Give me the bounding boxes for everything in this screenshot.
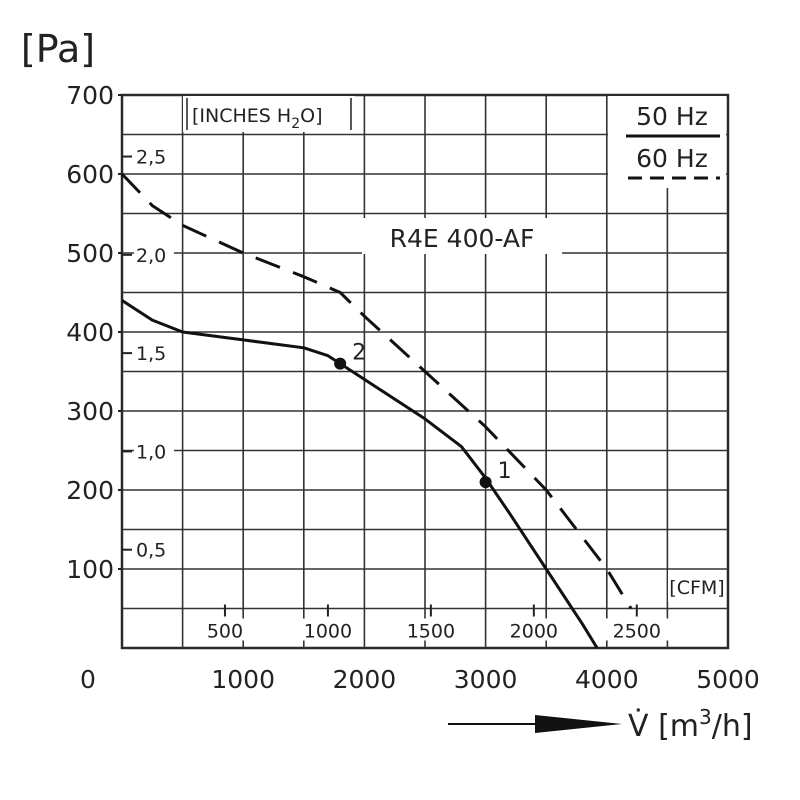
operating-point-marker	[479, 476, 492, 489]
cfm-axis-label: [CFM]	[669, 577, 724, 599]
operating-point-marker	[334, 357, 347, 370]
legend-bg	[608, 96, 726, 188]
inches-tick-label: 1,0	[136, 441, 166, 463]
legend-label-60hz: 60 Hz	[636, 144, 708, 173]
cfm-tick-bg	[293, 618, 362, 641]
cfm-tick-bg	[602, 618, 671, 641]
title-bg	[362, 218, 562, 254]
inches-tick-bg	[134, 439, 174, 462]
inches-tick-bg	[134, 341, 174, 364]
y-axis-label: [Pa]	[21, 27, 95, 71]
ticks: 100 200 300 400 500 600 700 1000 2000 3000 4000 500…	[66, 81, 760, 694]
cfm-tick-bg	[396, 618, 465, 641]
x-tick-label: 3000	[454, 665, 518, 694]
inches-label-bracket	[186, 98, 352, 130]
curves: 12	[120, 172, 633, 649]
cfm-tick-label: 500	[207, 621, 243, 643]
operating-point-label: 1	[498, 459, 512, 484]
cfm-tick-bg	[499, 618, 568, 641]
cfm-tick-label: 2000	[510, 621, 558, 643]
y-tick-label: 200	[66, 476, 114, 505]
y-tick-label: 400	[66, 318, 114, 347]
x-tick-label: 4000	[575, 665, 639, 694]
inches-tick-bg	[134, 242, 174, 265]
inches-label-bg	[183, 96, 355, 132]
x-axis-unit-end: /h]	[712, 709, 753, 744]
inches-tick-bg	[134, 537, 174, 560]
y-tick-label: 700	[66, 81, 114, 110]
x-axis-arrow-head	[535, 715, 622, 733]
inches-axis-label: [INCHES H2O]	[192, 105, 322, 132]
cfm-tick-label: 2500	[613, 621, 661, 643]
cfm-tick-bg	[190, 618, 259, 641]
operating-point-label: 2	[352, 341, 366, 366]
cfm-label-bg	[668, 570, 726, 602]
x-axis-unit: [m	[658, 709, 699, 744]
x-axis-label: V̇ [m3/h]	[628, 705, 753, 744]
legend-label-50hz: 50 Hz	[636, 102, 708, 131]
x-axis-symbol: V̇	[628, 709, 658, 744]
cfm-tick-label: 1000	[304, 621, 352, 643]
x-axis-unit-exp: 3	[699, 705, 712, 729]
x-tick-label: 2000	[333, 665, 397, 694]
origin-label: 0	[80, 665, 96, 694]
curve-50hz	[121, 299, 599, 649]
inches-label-end: O]	[300, 105, 322, 127]
inches-tick-label: 1,5	[136, 343, 166, 365]
cfm-tick-label: 1500	[407, 621, 455, 643]
y-tick-label: 600	[66, 160, 114, 189]
y-tick-label: 100	[66, 555, 114, 584]
chart-title: R4E 400-AF	[390, 224, 535, 253]
inches-tick-bg	[134, 144, 174, 167]
y-tick-label: 500	[66, 239, 114, 268]
x-tick-label: 5000	[696, 665, 760, 694]
inches-label-text: [INCHES H	[192, 105, 291, 127]
y-tick-label: 300	[66, 397, 114, 426]
inches-label-sub: 2	[291, 116, 300, 132]
inches-tick-label: 0,5	[136, 540, 166, 562]
inches-tick-label: 2,0	[136, 245, 166, 267]
inches-tick-label: 2,5	[136, 147, 166, 169]
x-tick-label: 1000	[211, 665, 275, 694]
